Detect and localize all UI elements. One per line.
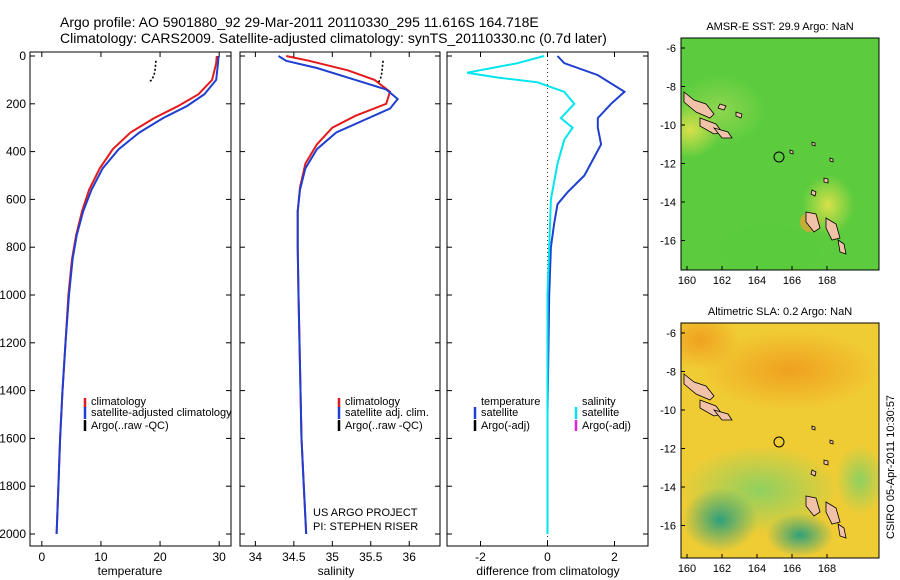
difference-panel: -2 0 2 difference from climatology tempera… [446,51,649,578]
legend-heading-temperature: temperature [481,396,540,408]
map-y-tick-label: -6 [666,43,676,55]
temperature-axes-frame [29,51,232,547]
map-x-tick-label: 160 [678,275,696,287]
series-line-1-1 [277,55,400,535]
salinity-legend: climatology satellite adj. clim. Argo(..… [337,396,429,432]
x-tick-label: 30 [212,550,226,564]
sst-map-panel: AMSR-E SST: 29.9 Argo: NaN [660,21,880,287]
y-tick-label: 0 [19,49,26,63]
legend-heading-salinity: salinity [582,396,616,408]
legend-label-temp-satellite: satellite [481,407,518,419]
map-x-tick-label: 164 [748,275,766,287]
legend-label-sal-argo: Argo(-adj) [582,420,631,432]
x-tick-label: 35.5 [359,550,383,564]
map-y-tick-label: -16 [660,521,676,533]
y-tick-label: 200 [6,97,26,111]
sst-land-islands [683,91,847,255]
x-tick-label: 34 [249,550,263,564]
salinity-axes-frame [239,51,441,547]
difference-xlabel: difference from climatology [476,564,619,578]
temperature-panel: 0 10 20 30 0 200 400 600 800 1000 1200 1400 1600 1800… [0,49,232,578]
legend-label-climatology: climatology [91,396,147,408]
y-tick-label: 400 [6,145,26,159]
map-x-tick-label: 162 [713,275,731,287]
legend-label-temp-argo: Argo(-adj) [481,420,530,432]
map-x-tick-label: 168 [818,563,836,575]
y-tick-label: 1800 [0,479,26,493]
series-line-0-1 [55,55,220,535]
temperature-xlabel: temperature [98,564,163,578]
map-y-tick-label: -8 [666,367,676,379]
map-x-tick-label: 168 [818,275,836,287]
map-y-tick-label: -14 [660,197,676,209]
salinity-xlabel: salinity [318,564,355,578]
map-x-tick-label: 160 [678,563,696,575]
sla-map-title: Altimetric SLA: 0.2 Argo: NaN [708,306,852,318]
map-y-tick-label: -6 [666,328,676,340]
y-tick-label: 1000 [0,288,26,302]
csiro-timestamp: CSIRO 05-Apr-2011 10:30:57 [885,395,897,539]
map-y-tick-label: -10 [660,405,676,417]
series-line-2-1 [466,55,576,534]
figure-title-line2: Climatology: CARS2009. Satellite-adjuste… [60,30,607,46]
legend-label-climatology: climatology [345,396,401,408]
sst-map-title: AMSR-E SST: 29.9 Argo: NaN [706,21,853,33]
sst-map-frame [680,37,880,271]
series-line-1-2 [377,60,384,83]
y-tick-label: 800 [6,240,26,254]
series-line-2-0 [546,55,627,534]
map-y-tick-label: -16 [660,236,676,248]
argo-float-marker [773,436,785,448]
y-tick-label: 1200 [0,336,26,350]
map-y-tick-label: -12 [660,444,676,456]
x-tick-label: 34.5 [282,550,306,564]
x-tick-label: 0 [38,550,45,564]
map-x-tick-label: 162 [713,563,731,575]
map-y-tick-label: -8 [666,82,676,94]
sla-land-islands [683,373,847,539]
series-line-0-2 [147,60,157,83]
x-tick-label: 20 [153,550,167,564]
x-tick-label: 2 [611,550,618,564]
figure-title-line1: Argo profile: AO 5901880_92 29-Mar-2011 … [60,14,539,30]
map-x-tick-label: 166 [783,275,801,287]
x-tick-label: 0 [544,550,551,564]
difference-legend: temperature satellite Argo(-adj) salinit… [473,396,631,432]
legend-label-argo: Argo(..raw -QC) [345,420,423,432]
credit-line2: PI: STEPHEN RISER [313,521,418,533]
legend-label-sal-satellite: satellite [582,407,619,419]
map-y-tick-label: -10 [660,120,676,132]
temperature-legend: climatology satellite-adjusted climatolo… [83,396,232,432]
map-y-tick-label: -12 [660,159,676,171]
map-y-tick-label: -14 [660,482,676,494]
x-tick-label: 10 [94,550,108,564]
salinity-panel: 34 34.5 35 35.5 36 salinity climatology sate… [239,51,441,578]
credit-line1: US ARGO PROJECT [313,507,418,519]
argo-float-marker [773,151,785,163]
x-tick-label: 35 [326,550,340,564]
legend-label-satellite: satellite-adjusted climatology [91,407,232,419]
sla-map-panel: Altimetric SLA: 0.2 Argo: NaN [660,306,880,575]
y-tick-label: 1600 [0,431,26,445]
legend-label-satellite: satellite adj. clim. [345,407,429,419]
y-tick-label: 600 [6,192,26,206]
y-tick-label: 1400 [0,384,26,398]
x-tick-label: 36 [403,550,417,564]
map-x-tick-label: 166 [783,563,801,575]
map-x-tick-label: 164 [748,563,766,575]
sla-map-frame [680,322,880,559]
y-tick-label: 2000 [0,527,26,541]
x-tick-label: -2 [475,550,486,564]
legend-label-argo: Argo(..raw -QC) [91,420,169,432]
